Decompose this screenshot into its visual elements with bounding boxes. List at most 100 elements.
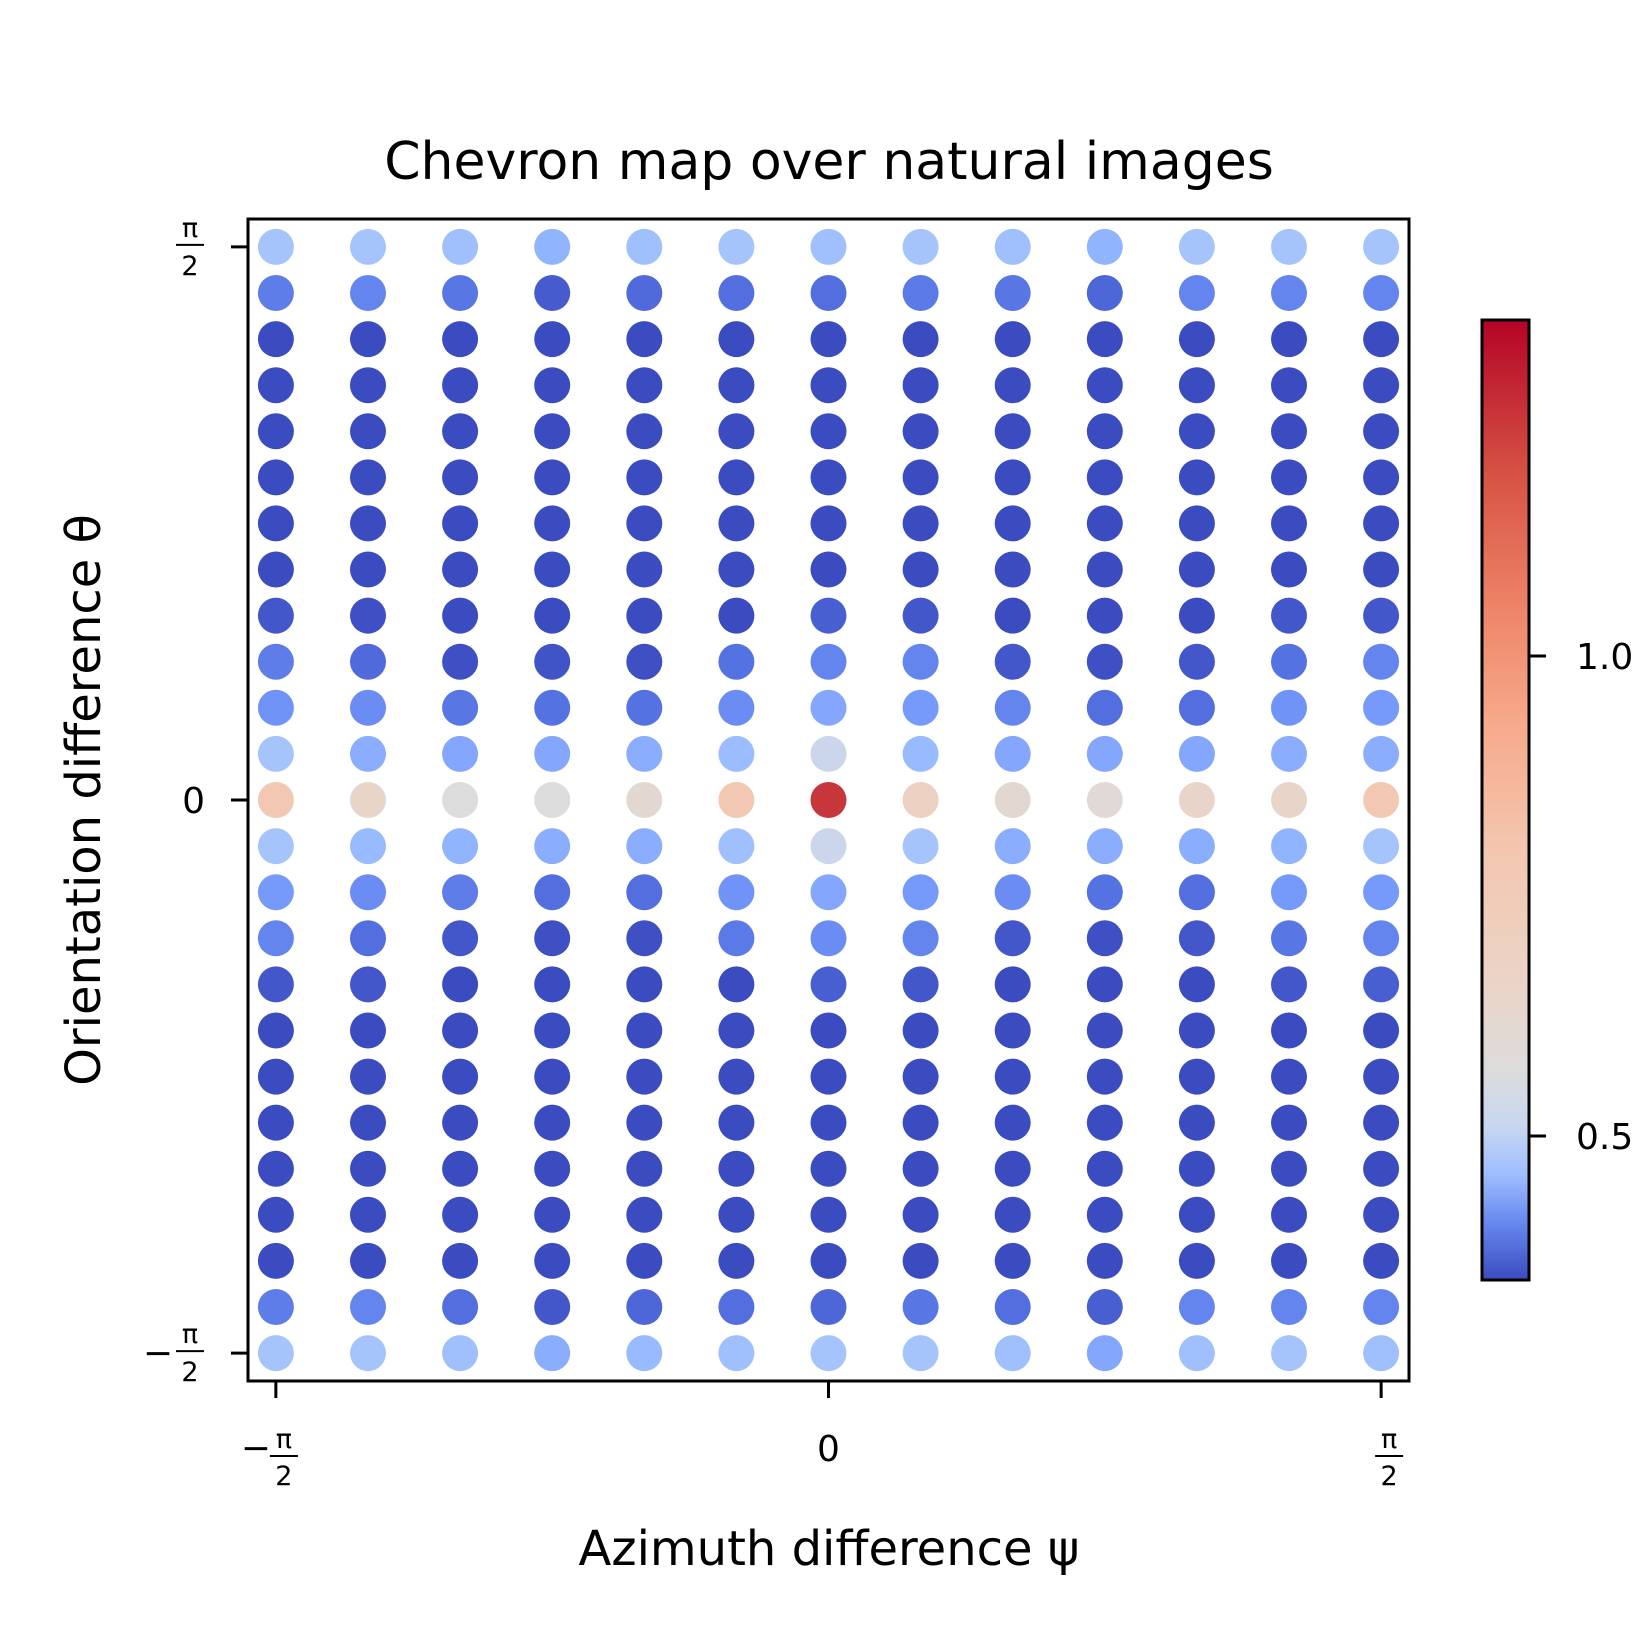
colorbar: 1.0 0.5	[1480, 318, 1633, 1282]
data-point	[810, 689, 847, 726]
y-tick-denominator: 2	[181, 251, 198, 282]
data-point	[257, 551, 294, 588]
data-point	[1086, 1242, 1123, 1279]
data-point	[1363, 1012, 1400, 1049]
data-point	[994, 228, 1031, 265]
data-point	[257, 413, 294, 450]
data-point	[994, 643, 1031, 680]
data-point	[902, 966, 939, 1003]
data-point	[994, 597, 1031, 634]
data-point	[902, 1289, 939, 1325]
data-point	[350, 782, 386, 818]
data-point	[442, 1012, 479, 1049]
data-point	[257, 597, 294, 634]
data-point	[810, 1012, 847, 1049]
data-point	[718, 689, 755, 726]
data-point	[810, 1242, 847, 1279]
data-point	[1363, 782, 1400, 818]
data-point	[718, 1242, 755, 1279]
data-point	[718, 1196, 755, 1233]
chart-title: Chevron map over natural images	[384, 132, 1274, 192]
data-point	[257, 459, 294, 496]
data-point	[1086, 597, 1123, 634]
data-point	[1363, 1289, 1400, 1325]
data-point	[994, 782, 1031, 818]
data-point	[534, 643, 571, 680]
data-point	[442, 828, 479, 865]
data-point	[534, 228, 571, 265]
data-point	[626, 643, 663, 680]
data-point	[257, 505, 294, 542]
data-point	[442, 1150, 479, 1187]
data-point	[1086, 275, 1123, 311]
data-point	[810, 228, 847, 265]
data-point	[1178, 1012, 1215, 1049]
data-point	[1363, 367, 1400, 404]
data-point	[1363, 1242, 1400, 1279]
data-point	[350, 228, 386, 265]
data-point	[1363, 505, 1400, 542]
data-point	[257, 275, 294, 311]
data-point	[626, 1242, 663, 1279]
data-point	[626, 505, 663, 542]
data-point	[902, 1196, 939, 1233]
data-point	[350, 643, 386, 680]
data-point	[1178, 966, 1215, 1003]
data-point	[718, 735, 755, 772]
data-point	[994, 1289, 1031, 1325]
x-tick-numerator: π	[1381, 1424, 1397, 1455]
data-point	[902, 735, 939, 772]
data-point	[534, 1058, 571, 1095]
data-point	[902, 1012, 939, 1049]
data-point	[1363, 1335, 1400, 1372]
data-point	[1363, 459, 1400, 496]
data-point	[1086, 1150, 1123, 1187]
x-axis-label: Azimuth difference ψ	[579, 1521, 1080, 1577]
data-point	[350, 1012, 386, 1049]
data-point	[534, 321, 571, 358]
data-point	[257, 643, 294, 680]
data-point	[718, 275, 755, 311]
data-point	[810, 1335, 847, 1372]
data-point	[350, 551, 386, 588]
data-point	[902, 643, 939, 680]
data-point	[994, 459, 1031, 496]
data-point	[626, 828, 663, 865]
data-point	[534, 367, 571, 404]
data-point	[534, 828, 571, 865]
data-point	[1178, 551, 1215, 588]
data-point	[350, 1335, 386, 1372]
data-point	[626, 874, 663, 911]
data-point	[1363, 643, 1400, 680]
data-point	[1271, 643, 1307, 680]
data-point	[534, 551, 571, 588]
data-point	[810, 459, 847, 496]
data-point	[1178, 689, 1215, 726]
data-point	[810, 413, 847, 450]
data-point	[442, 1196, 479, 1233]
data-point	[902, 1242, 939, 1279]
data-point	[442, 966, 479, 1003]
data-point	[350, 597, 386, 634]
data-point	[1178, 505, 1215, 542]
data-point	[350, 459, 386, 496]
data-point	[626, 1104, 663, 1141]
data-point	[1363, 828, 1400, 865]
data-point	[1363, 1058, 1400, 1095]
data-point	[718, 874, 755, 911]
data-point	[994, 1150, 1031, 1187]
data-point	[442, 782, 479, 818]
data-point	[626, 459, 663, 496]
data-point	[257, 1058, 294, 1095]
y-tick-sign: −	[143, 1333, 173, 1374]
data-point	[1271, 551, 1307, 588]
data-point	[810, 275, 847, 311]
data-point	[1178, 828, 1215, 865]
x-tick-denominator: 2	[1381, 1461, 1398, 1492]
data-point	[1271, 367, 1307, 404]
data-point	[626, 689, 663, 726]
data-point	[534, 735, 571, 772]
data-point	[1271, 1150, 1307, 1187]
y-tick-numerator: π	[182, 213, 198, 244]
data-point	[534, 505, 571, 542]
